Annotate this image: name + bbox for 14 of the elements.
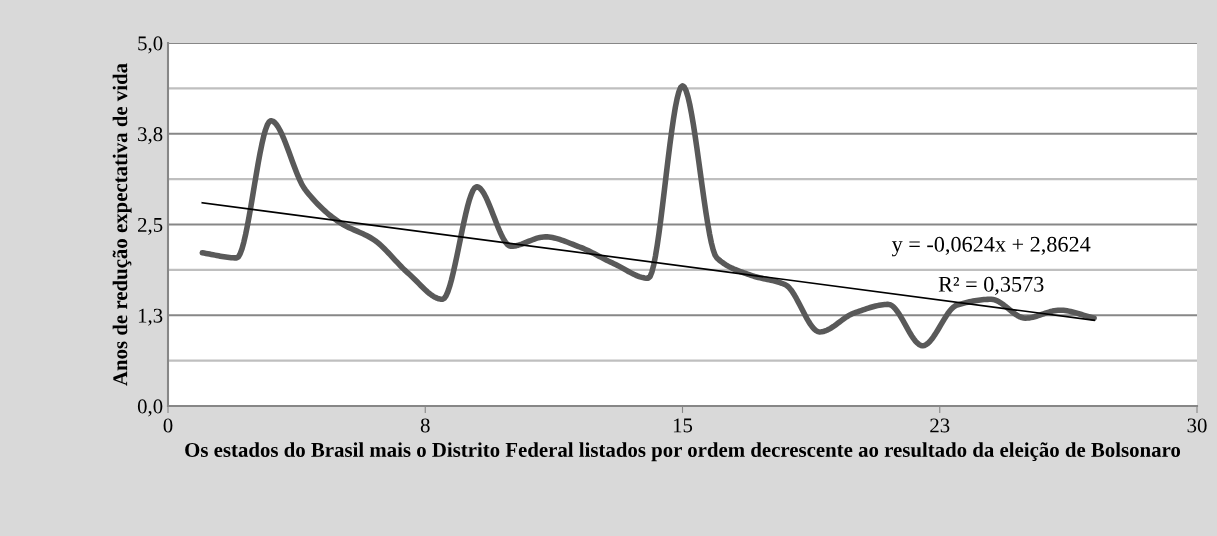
y-axis-title: Anos de redução expectativa de vida [112,63,132,386]
y-tick-label: 1,3 [138,308,163,326]
x-tick-label: 0 [163,418,173,433]
y-tick-label: 5,0 [138,36,163,54]
x-tick-label: 23 [930,418,950,433]
annotation: R² = 0,3573 [938,276,1044,295]
y-tick-label: 2,5 [138,217,163,235]
x-axis-title: Os estados do Brasil mais o Distrito Federal listados por ordem decrescente ao resultado da eleição de Bolsonaro [185,442,1181,462]
y-tick-label: 0,0 [137,399,163,417]
x-tick-label: 15 [673,418,693,433]
y-tick-label: 3,8 [138,127,163,145]
x-tick-label: 8 [420,418,430,433]
annotation: y = -0,0624x + 2,8624 [891,236,1091,257]
x-tick-label: 30 [1187,418,1207,433]
